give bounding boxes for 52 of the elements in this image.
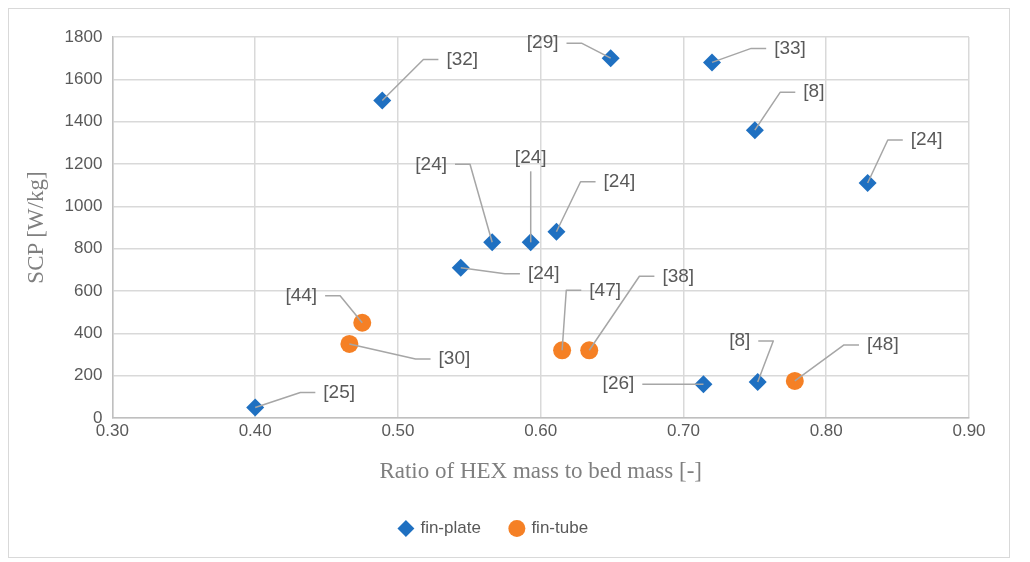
point: [858, 174, 877, 193]
point: [703, 53, 722, 72]
x-tick-label: 0.80: [809, 420, 843, 440]
x-tick-label: 0.70: [666, 420, 701, 440]
point: [553, 341, 572, 360]
y-tick-label: 200: [74, 365, 103, 385]
point: [340, 334, 359, 353]
annotation: [24]: [415, 152, 448, 174]
x-tick-label: 0.40: [238, 420, 272, 440]
annotation: [24]: [603, 169, 636, 191]
y-tick-label: 800: [74, 238, 103, 258]
annotation: [29]: [526, 31, 559, 53]
point: [748, 373, 767, 392]
y-tick-label: 400: [74, 323, 103, 343]
legend-label: fin-plate: [420, 518, 481, 538]
point: [601, 49, 620, 68]
annotation: [8]: [729, 329, 751, 351]
point: [745, 121, 764, 140]
y-tick-label: 1600: [64, 69, 103, 89]
y-tick-label: 1400: [64, 111, 103, 131]
x-tick-label: 0.90: [952, 420, 986, 440]
y-tick-label: 1800: [64, 26, 103, 46]
point: [785, 371, 804, 390]
point: [451, 258, 470, 277]
annotation: [24]: [910, 128, 943, 150]
point: [246, 398, 265, 417]
annotation: [44]: [285, 283, 318, 305]
point: [521, 233, 540, 252]
annotation: [33]: [774, 36, 806, 58]
point: [373, 91, 392, 110]
annotation: [38]: [662, 264, 695, 286]
point: [483, 233, 502, 252]
annotation: [32]: [446, 47, 479, 69]
y-tick-label: 600: [74, 280, 103, 300]
x-tick-label: 0.60: [524, 420, 558, 440]
y-tick-label: 1200: [64, 153, 103, 173]
x-tick-label: 0.50: [381, 420, 415, 440]
annotation: [8]: [803, 80, 825, 102]
annotation: [24]: [527, 261, 560, 283]
point: [580, 341, 599, 360]
point: [547, 222, 566, 241]
y-axis-title: SCP [W/kg]: [22, 171, 48, 284]
annotation: [25]: [323, 380, 356, 402]
point: [353, 313, 372, 332]
annotation: [47]: [589, 278, 621, 300]
x-axis-title: Ratio of HEX mass to bed mass [-]: [379, 458, 703, 484]
annotation: [48]: [866, 333, 899, 355]
annotation: [30]: [438, 347, 471, 369]
y-tick-label: 1000: [64, 196, 103, 216]
annotation: [26]: [602, 372, 635, 394]
annotation: [24]: [514, 145, 547, 167]
legend-label: fin-tube: [531, 518, 589, 538]
